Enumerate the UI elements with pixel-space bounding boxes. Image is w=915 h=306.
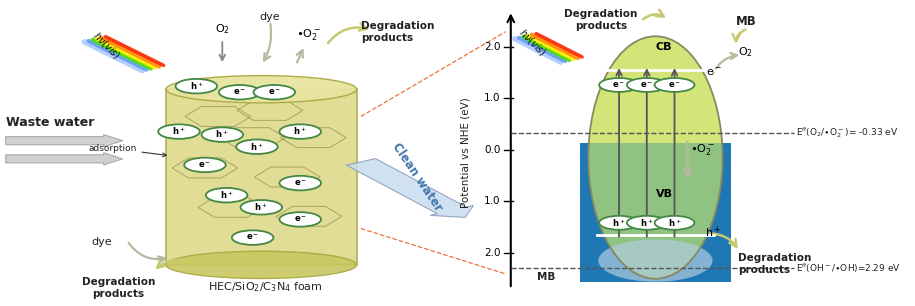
Text: h$^+$: h$^+$ — [294, 126, 307, 137]
Text: E$^\theta$(OH$^-$/$\bullet$OH)=2.29 eV: E$^\theta$(OH$^-$/$\bullet$OH)=2.29 eV — [796, 261, 900, 274]
Text: h$^+$: h$^+$ — [250, 141, 264, 153]
Circle shape — [236, 140, 278, 154]
Text: dye: dye — [92, 237, 113, 247]
Text: h$^+$: h$^+$ — [668, 217, 682, 229]
Circle shape — [241, 200, 282, 215]
Circle shape — [599, 78, 639, 92]
Circle shape — [201, 127, 243, 142]
Circle shape — [219, 85, 261, 99]
Text: Waste water: Waste water — [5, 117, 94, 129]
Circle shape — [253, 85, 295, 99]
Ellipse shape — [588, 36, 723, 279]
Text: e$^-$: e$^-$ — [246, 233, 259, 242]
Text: $h\nu(vis)$: $h\nu(vis)$ — [516, 26, 549, 59]
Text: VB: VB — [656, 188, 673, 199]
Text: e$^-$: e$^-$ — [294, 215, 307, 224]
Circle shape — [654, 216, 694, 230]
Text: MB: MB — [736, 15, 757, 28]
Text: e$^-$: e$^-$ — [233, 88, 246, 97]
Ellipse shape — [166, 76, 357, 103]
Text: h$^+$: h$^+$ — [220, 189, 233, 201]
Text: dye: dye — [260, 12, 280, 22]
Text: h$^+$: h$^+$ — [612, 217, 626, 229]
Circle shape — [627, 216, 667, 230]
Circle shape — [279, 124, 321, 139]
Circle shape — [599, 216, 639, 230]
Circle shape — [627, 78, 667, 92]
FancyBboxPatch shape — [166, 89, 357, 265]
Text: 0.0: 0.0 — [484, 145, 501, 155]
Ellipse shape — [166, 251, 357, 278]
Circle shape — [184, 158, 226, 172]
Text: 1.0: 1.0 — [484, 93, 501, 103]
FancyArrow shape — [347, 159, 474, 218]
FancyArrow shape — [5, 135, 123, 147]
Text: MB: MB — [537, 272, 555, 282]
Text: O$_2$: O$_2$ — [737, 45, 753, 58]
Text: $h\nu(vis)$: $h\nu(vis)$ — [91, 29, 124, 62]
Text: h$^+$: h$^+$ — [640, 217, 653, 229]
Text: h$^+$: h$^+$ — [254, 201, 268, 213]
Text: Clean water: Clean water — [390, 140, 445, 214]
Text: CB: CB — [656, 42, 673, 52]
Text: h$^+$: h$^+$ — [172, 126, 186, 137]
Circle shape — [279, 176, 321, 190]
Text: e$^-$: e$^-$ — [705, 67, 722, 78]
Text: Degradation
products: Degradation products — [81, 277, 155, 299]
Text: e$^-$: e$^-$ — [640, 80, 653, 90]
Text: e$^-$: e$^-$ — [668, 80, 681, 90]
Text: Degradation
products: Degradation products — [565, 9, 638, 31]
Ellipse shape — [588, 36, 723, 279]
Bar — [579, 143, 731, 282]
Ellipse shape — [598, 239, 713, 282]
Text: 1.0: 1.0 — [484, 196, 501, 206]
Text: e$^-$: e$^-$ — [294, 178, 307, 188]
Text: Potential vs NHE (eV): Potential vs NHE (eV) — [461, 97, 470, 208]
Text: e$^-$: e$^-$ — [199, 160, 211, 170]
Circle shape — [176, 79, 217, 93]
Text: $\bullet$O$_2^-$: $\bullet$O$_2^-$ — [296, 27, 321, 42]
Text: Degradation
products: Degradation products — [737, 253, 811, 275]
Circle shape — [206, 188, 247, 203]
Circle shape — [158, 124, 199, 139]
Text: adsorption: adsorption — [88, 144, 167, 157]
Text: e$^-$: e$^-$ — [612, 80, 626, 90]
FancyArrow shape — [82, 36, 124, 51]
FancyArrow shape — [513, 33, 552, 46]
Circle shape — [231, 230, 274, 245]
Text: HEC/SiO$_2$/C$_3$N$_4$ foam: HEC/SiO$_2$/C$_3$N$_4$ foam — [209, 280, 323, 294]
Circle shape — [279, 212, 321, 227]
Text: e$^-$: e$^-$ — [268, 88, 281, 97]
Text: h$^+$: h$^+$ — [216, 129, 229, 140]
Text: O$_2$: O$_2$ — [215, 22, 230, 36]
Circle shape — [654, 78, 694, 92]
Text: 2.0: 2.0 — [484, 42, 501, 52]
Text: $\bullet$O$_2^-$: $\bullet$O$_2^-$ — [690, 142, 715, 157]
Text: h$^+$: h$^+$ — [705, 224, 721, 240]
Text: 2.0: 2.0 — [484, 248, 501, 258]
FancyArrow shape — [5, 153, 123, 165]
Text: h$^+$: h$^+$ — [189, 80, 203, 92]
Text: E$^\theta$(O$_2$/$\bullet$O$_2^-$)= -0.33 eV: E$^\theta$(O$_2$/$\bullet$O$_2^-$)= -0.3… — [796, 125, 899, 140]
Text: Degradation
products: Degradation products — [361, 21, 435, 43]
